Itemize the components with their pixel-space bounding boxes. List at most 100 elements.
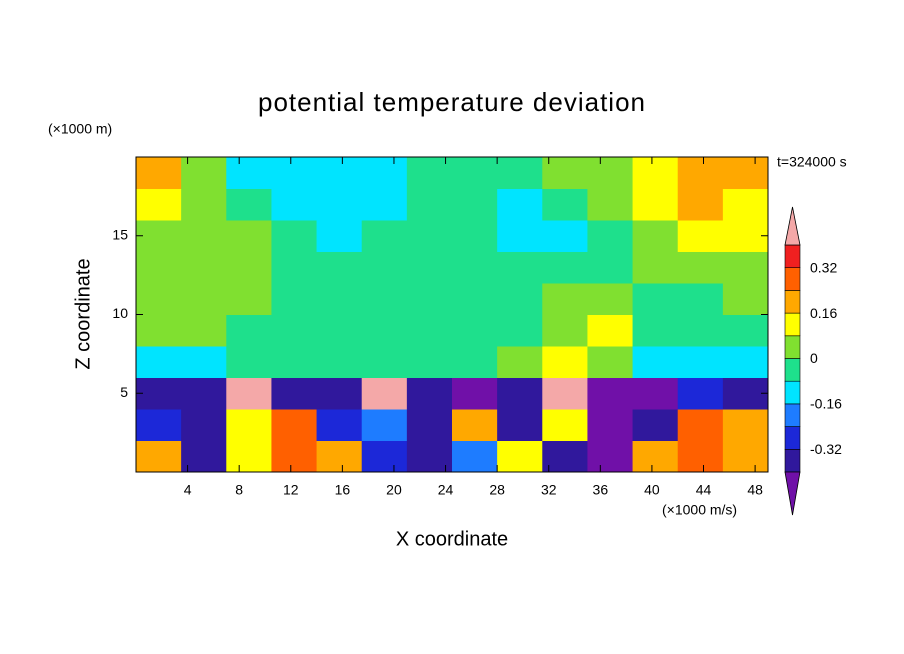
field-cell [181, 283, 227, 315]
field-cell [406, 157, 453, 189]
field-cell [226, 283, 272, 315]
field-cell [542, 220, 588, 252]
x-tick-label: 48 [747, 482, 763, 498]
field-cell [226, 377, 272, 410]
field-cell [406, 409, 453, 441]
x-axis-label: X coordinate [396, 528, 508, 550]
field-cell [361, 283, 408, 315]
field-cell [497, 251, 543, 284]
field-cell [587, 220, 634, 252]
field-cell [587, 251, 634, 284]
colorbar-band [784, 290, 801, 314]
field-cell [271, 251, 318, 284]
field-cell [497, 188, 543, 221]
field-cell [226, 314, 272, 347]
field-cell [226, 251, 272, 284]
field-cell [406, 314, 453, 347]
field-cell [677, 157, 724, 189]
field-cell [361, 440, 408, 473]
field-cell [452, 283, 498, 315]
field-cell [497, 440, 543, 473]
colorbar-over [784, 206, 801, 246]
field-cell [181, 440, 227, 473]
field-cell [226, 409, 272, 441]
field-cell [722, 440, 769, 473]
field-cell [587, 314, 634, 347]
field-cell [271, 346, 318, 378]
field-cell [722, 314, 769, 347]
field-cell [542, 346, 588, 378]
x-tick-label: 4 [184, 482, 192, 498]
colorbar-tick-label: 0 [810, 350, 818, 366]
field-cell [677, 188, 724, 221]
x-tick-label: 40 [644, 482, 660, 498]
field-cell [136, 440, 182, 473]
colorbar-tick-label: 0.32 [810, 259, 837, 275]
field-cell [452, 188, 498, 221]
field-cell [181, 188, 227, 221]
field-cell [542, 188, 588, 221]
x-tick-label: 32 [541, 482, 557, 498]
y-tick-label: 10 [112, 305, 128, 321]
field-cell [542, 409, 588, 441]
field-cell [677, 377, 724, 410]
field-cell [677, 346, 724, 378]
field-cell [316, 440, 363, 473]
y-unit: (×1000 m) [48, 121, 112, 137]
field-cell [271, 157, 318, 189]
field-cell [722, 220, 769, 252]
field-cell [316, 377, 363, 410]
field-cell [587, 346, 634, 378]
colorbar-band [784, 403, 801, 427]
field-cell [497, 377, 543, 410]
field-cell [587, 440, 634, 473]
field-cell [497, 409, 543, 441]
field-cell [632, 220, 679, 252]
field-cell [361, 314, 408, 347]
field-cell [542, 283, 588, 315]
field-cell [722, 251, 769, 284]
field-cell [677, 283, 724, 315]
colorbar-band [784, 380, 801, 405]
field-cell [587, 409, 634, 441]
colorbar-under [784, 471, 801, 516]
field-cell [361, 220, 408, 252]
field-cell [226, 346, 272, 378]
field-cell [316, 409, 363, 441]
field-cell [316, 283, 363, 315]
field-cell [497, 314, 543, 347]
field-cell [316, 251, 363, 284]
field-cell [722, 377, 769, 410]
field-cell [406, 346, 453, 378]
field-cell [181, 251, 227, 284]
field-cell [316, 314, 363, 347]
field-cell [452, 440, 498, 473]
field-cell [632, 157, 679, 189]
field-cell [452, 409, 498, 441]
field-cell [452, 251, 498, 284]
field-cell [452, 377, 498, 410]
colorbar-band [784, 448, 801, 473]
field-cell [361, 409, 408, 441]
colorbar-band [784, 312, 801, 337]
field-cell [632, 409, 679, 441]
field-cell [136, 346, 182, 378]
x-tick-label: 36 [593, 482, 609, 498]
y-axis-label: Z coordinate [72, 258, 94, 369]
colorbar-band [784, 335, 801, 359]
field-cell [452, 346, 498, 378]
field-cell [452, 314, 498, 347]
field-cell [452, 220, 498, 252]
field-cell [722, 283, 769, 315]
x-tick-label: 8 [235, 482, 243, 498]
field-cell [677, 220, 724, 252]
field-cell [316, 346, 363, 378]
field-cell [406, 283, 453, 315]
field-cell [136, 314, 182, 347]
field-cell [361, 346, 408, 378]
field-cell [136, 157, 182, 189]
field-cell [271, 409, 318, 441]
field-cell [181, 157, 227, 189]
field-cell [677, 251, 724, 284]
